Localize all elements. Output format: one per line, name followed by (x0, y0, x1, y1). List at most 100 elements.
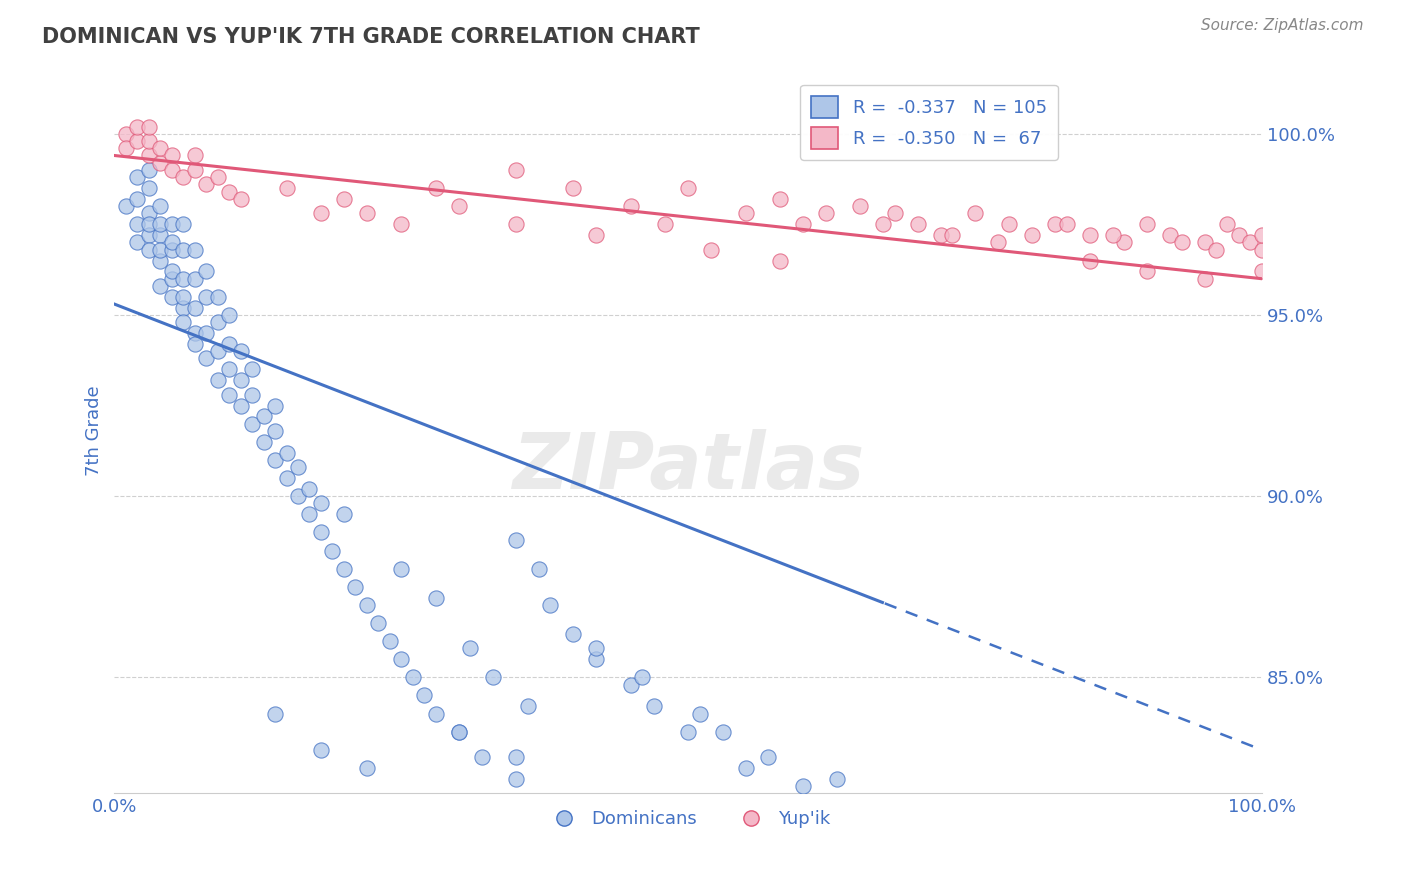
Point (1251, 243, 1274, 257)
Point (527, 562, 550, 576)
Point (654, 218, 676, 232)
Point (356, 598, 378, 612)
Point (333, 508, 356, 522)
Point (1159, 228, 1181, 243)
Point (676, 724, 699, 739)
Point (298, 508, 321, 522)
Point (758, 750, 780, 764)
Point (149, 155, 172, 169)
Point (389, 562, 412, 576)
Point (207, 290, 229, 304)
Point (620, 199, 643, 213)
Point (309, 525, 332, 540)
Point (1239, 235, 1261, 250)
Point (471, 750, 494, 764)
Point (138, 228, 160, 243)
Point (160, 163, 183, 178)
Point (1078, 228, 1101, 243)
Point (309, 496, 332, 510)
Point (138, 120, 160, 134)
Point (941, 228, 963, 243)
Point (172, 301, 194, 315)
Point (240, 387, 263, 401)
Point (138, 163, 160, 178)
Point (872, 218, 894, 232)
Point (447, 724, 470, 739)
Point (1227, 228, 1250, 243)
Point (356, 761, 378, 775)
Point (689, 706, 711, 721)
Point (309, 206, 332, 220)
Point (138, 134, 160, 148)
Legend: Dominicans, Yup'ik: Dominicans, Yup'ik (538, 803, 838, 835)
Point (138, 218, 160, 232)
Point (298, 482, 321, 496)
Point (505, 163, 527, 178)
Point (160, 243, 183, 257)
Point (127, 120, 149, 134)
Point (344, 580, 367, 594)
Point (149, 199, 172, 213)
Point (447, 724, 470, 739)
Point (425, 181, 447, 195)
Point (769, 192, 792, 206)
Point (115, 141, 138, 155)
Point (207, 344, 229, 359)
Point (1251, 228, 1274, 243)
Point (321, 543, 343, 558)
Y-axis label: 7th Grade: 7th Grade (86, 385, 103, 476)
Point (172, 290, 194, 304)
Point (229, 192, 252, 206)
Point (734, 206, 756, 220)
Point (620, 678, 643, 692)
Text: ZIPatlas: ZIPatlas (512, 429, 865, 505)
Point (207, 373, 229, 387)
Point (540, 598, 562, 612)
Point (195, 178, 218, 192)
Point (1136, 264, 1159, 278)
Point (287, 489, 309, 503)
Point (413, 689, 436, 703)
Point (160, 264, 183, 278)
Point (195, 290, 218, 304)
Point (127, 192, 149, 206)
Point (309, 743, 332, 757)
Point (127, 218, 149, 232)
Point (585, 641, 607, 656)
Point (264, 706, 287, 721)
Point (963, 206, 986, 220)
Point (218, 362, 240, 376)
Point (240, 362, 263, 376)
Point (252, 434, 274, 449)
Point (516, 699, 538, 714)
Point (1216, 218, 1239, 232)
Point (172, 218, 194, 232)
Point (127, 170, 149, 185)
Point (505, 533, 527, 547)
Point (333, 562, 356, 576)
Point (160, 218, 183, 232)
Point (207, 170, 229, 185)
Point (769, 253, 792, 268)
Point (562, 181, 585, 195)
Point (184, 271, 207, 285)
Point (1114, 235, 1136, 250)
Point (115, 127, 138, 141)
Point (138, 148, 160, 162)
Point (1045, 218, 1067, 232)
Point (1194, 271, 1216, 285)
Point (149, 218, 172, 232)
Point (184, 301, 207, 315)
Point (138, 243, 160, 257)
Point (907, 218, 929, 232)
Point (447, 199, 470, 213)
Point (643, 699, 665, 714)
Point (792, 779, 814, 793)
Point (505, 750, 527, 764)
Point (264, 424, 287, 438)
Point (505, 218, 527, 232)
Point (160, 271, 183, 285)
Point (138, 181, 160, 195)
Point (849, 199, 872, 213)
Point (1205, 243, 1227, 257)
